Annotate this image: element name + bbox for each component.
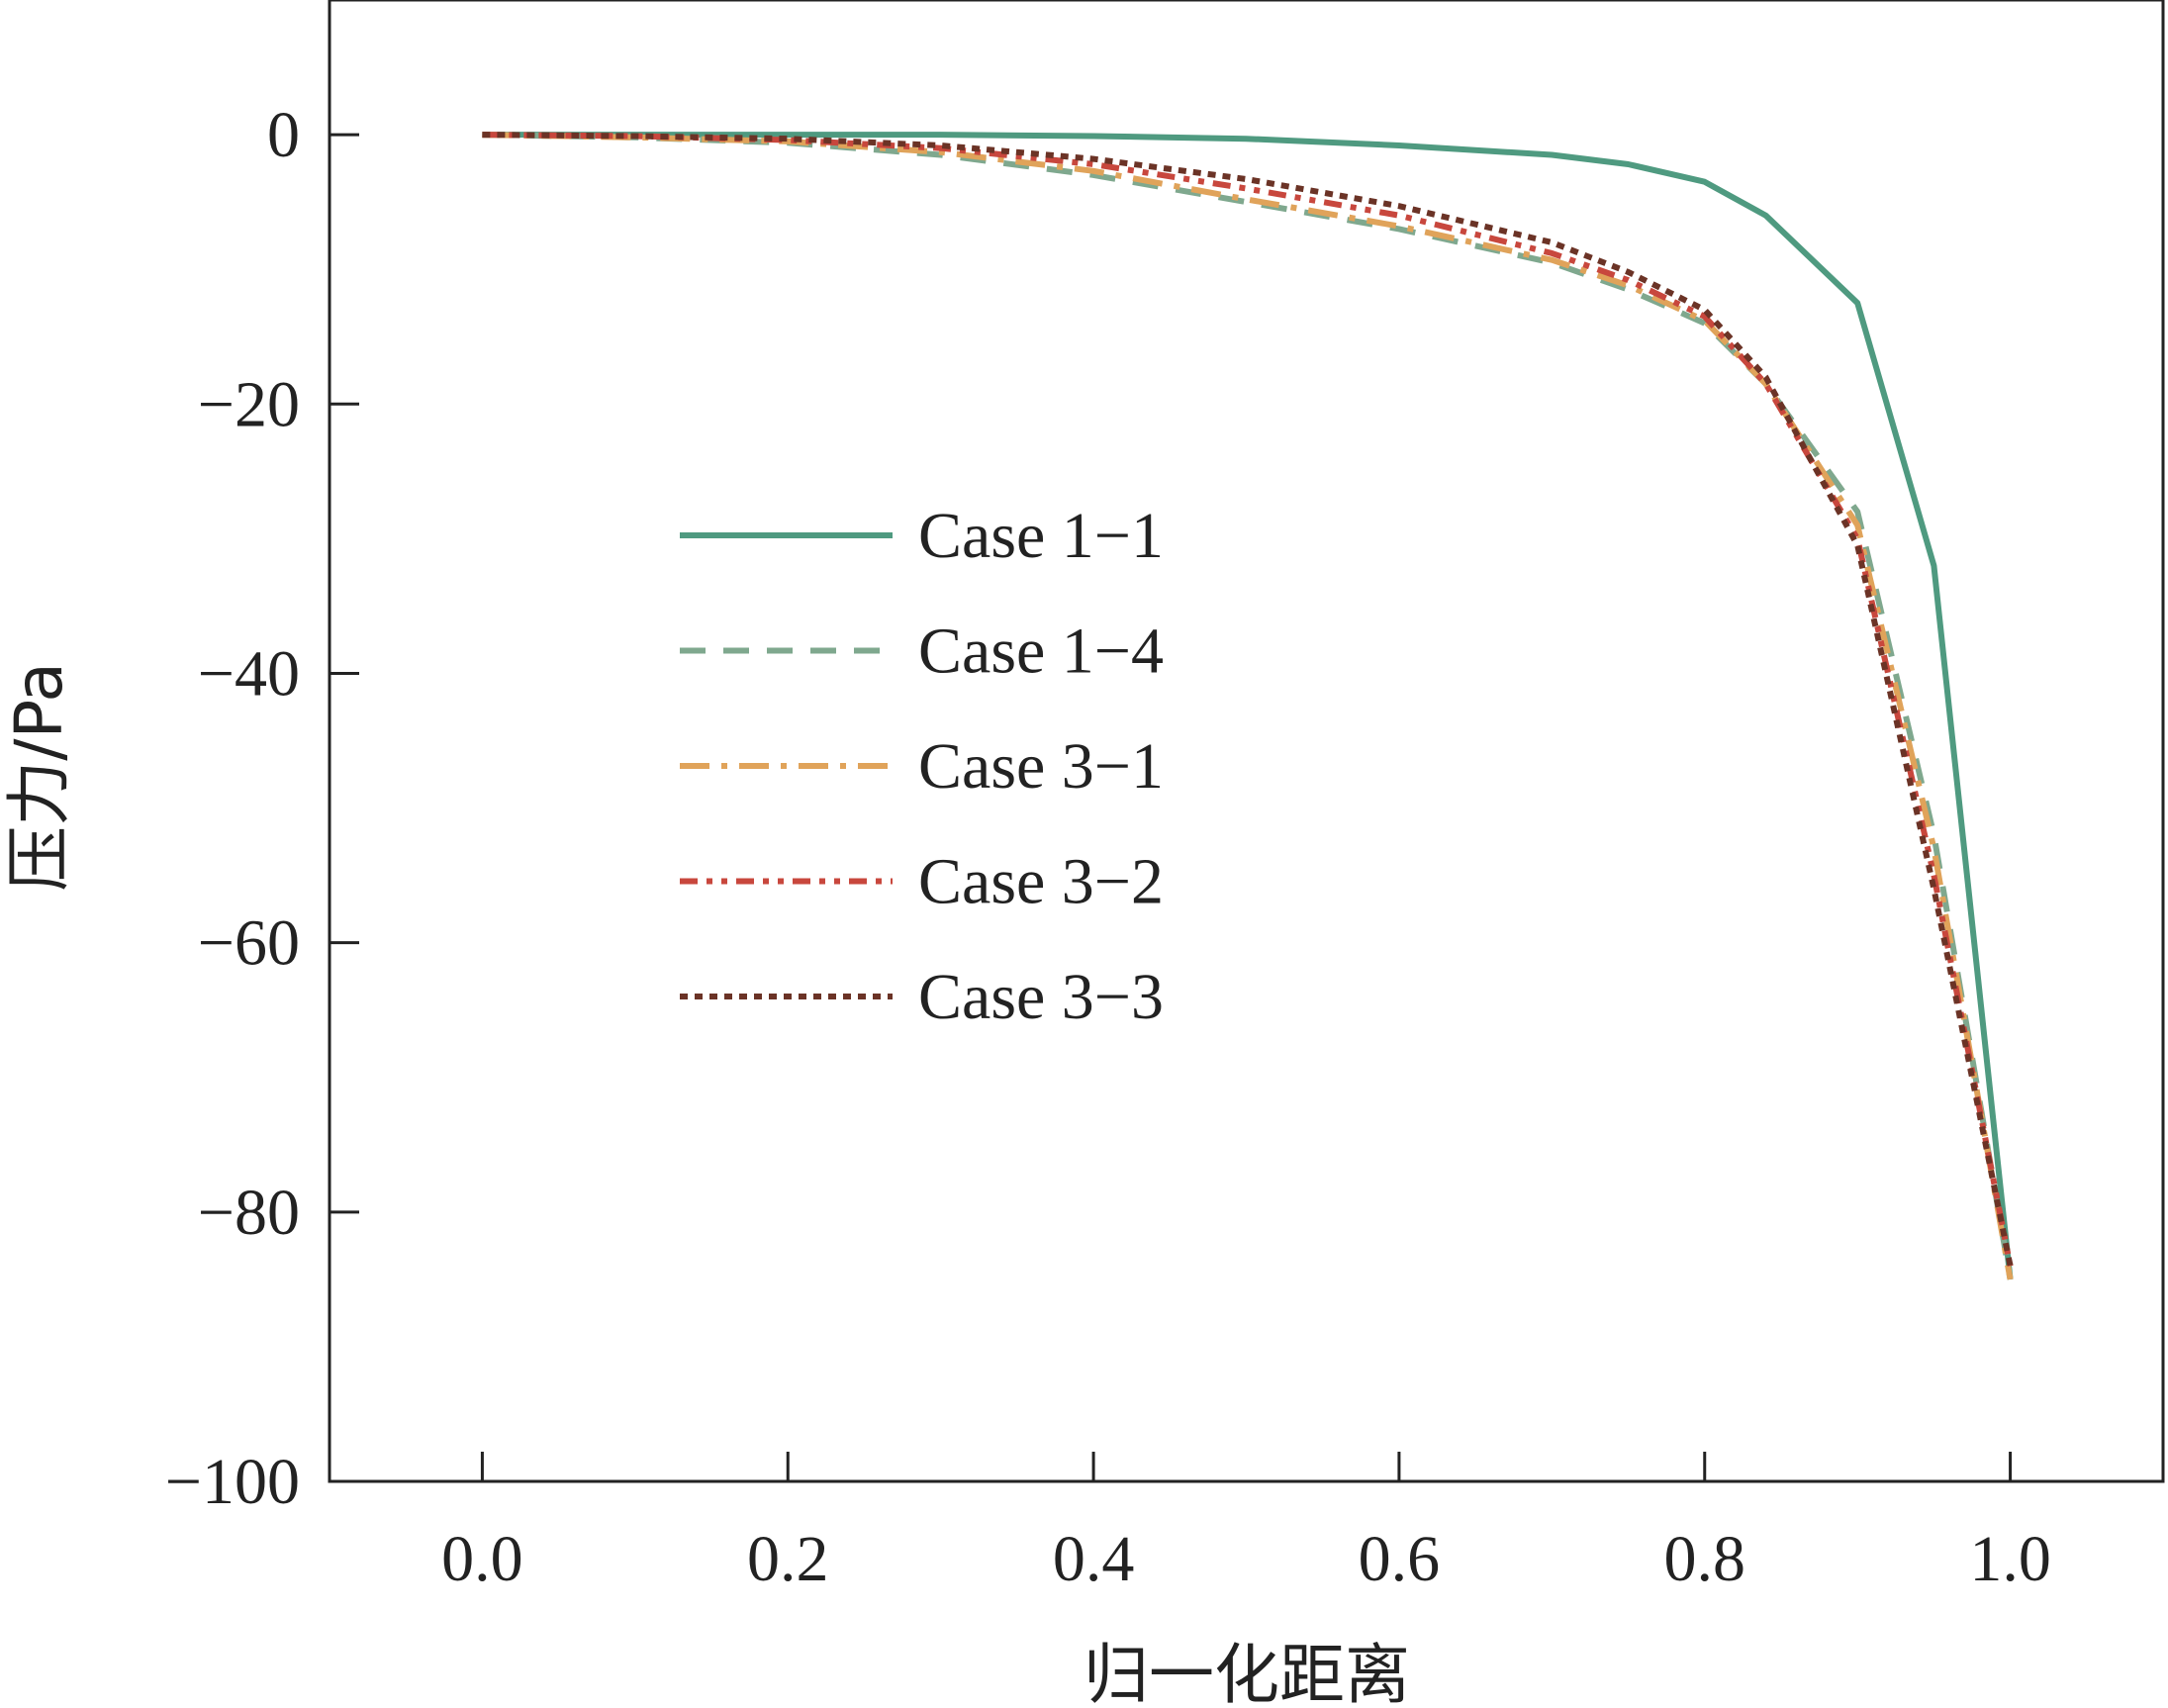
x-tick-label: 0.4 [1053, 1523, 1135, 1595]
y-tick-label: −40 [198, 637, 300, 710]
legend-label-1: Case 1−1 [918, 500, 1164, 572]
series-line-4 [482, 132, 2014, 1267]
series-line-1 [482, 132, 2014, 1281]
x-tick-label: 0.8 [1664, 1523, 1746, 1595]
x-axis-ticks: 0.0 0.2 0.4 0.6 0.8 1.0 [441, 1452, 2051, 1595]
x-tick-label: 0.2 [747, 1523, 829, 1595]
legend-label-4: Case 3−2 [918, 846, 1164, 918]
y-tick-label: −20 [198, 368, 300, 440]
series-line-5 [482, 132, 2014, 1267]
y-axis-ticks: 0 −20 −40 −60 −80 −100 [165, 99, 359, 1518]
legend: Case 1−1 Case 1−4 Case 3−1 Case 3−2 Case 3−3 [680, 500, 1164, 1033]
series-lines [482, 132, 2014, 1281]
plot-frame [328, 0, 2165, 1483]
x-tick-label: 0.0 [441, 1523, 523, 1595]
y-tick-label: −100 [165, 1446, 300, 1518]
y-axis-title: 压力/Pa [1, 662, 77, 892]
legend-label-3: Case 3−1 [918, 730, 1164, 803]
x-tick-label: 0.6 [1359, 1523, 1441, 1595]
legend-label-5: Case 3−3 [918, 961, 1164, 1033]
y-tick-label: −60 [198, 907, 300, 980]
series-line-2 [482, 132, 2014, 1281]
y-tick-label: −80 [198, 1177, 300, 1249]
y-tick-label: 0 [267, 99, 300, 171]
x-tick-label: 1.0 [1969, 1523, 2051, 1595]
x-axis-title: 归一化距离 [1084, 1637, 1410, 1708]
series-line-3 [482, 132, 2014, 1281]
legend-label-2: Case 1−4 [918, 616, 1164, 688]
